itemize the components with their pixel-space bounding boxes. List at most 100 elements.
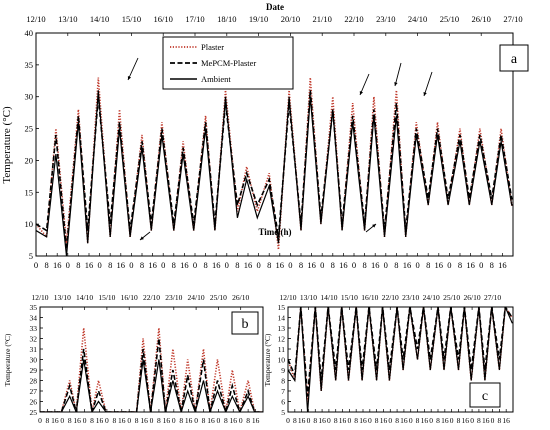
hour-tick-label: 0 [320, 260, 324, 270]
date-label: 22/10 [143, 293, 160, 302]
date-label: 12/10 [279, 293, 296, 302]
hour-tick-label: 16 [502, 416, 510, 425]
annotation-arrow [423, 71, 433, 97]
date-label: 13/10 [300, 293, 317, 302]
hour-tick-label: 16 [85, 260, 94, 270]
series-line-ambient [36, 90, 513, 256]
legend-entry: Ambient [201, 74, 231, 84]
hour-tick-label: 0 [172, 416, 176, 425]
panel-label: a [511, 52, 518, 67]
date-label: 16/10 [361, 293, 378, 302]
panel-label: c [482, 389, 488, 404]
y-tick-label: 40 [25, 28, 34, 38]
hour-tick-label: 8 [416, 416, 420, 425]
hour-tick-label: 16 [252, 416, 260, 425]
hour-tick-label: 0 [415, 260, 419, 270]
legend: Plaster MePCM-Plaster Ambient [162, 36, 294, 90]
date-label: 23/10 [376, 14, 395, 24]
series-line-ambient [288, 307, 513, 412]
hour-tick-label: 16 [148, 260, 157, 270]
y-tick-label: 5 [29, 251, 33, 261]
panel-label: b [242, 317, 249, 332]
y-tick-label: 7 [281, 387, 285, 396]
hour-tick-label: 0 [368, 416, 372, 425]
legend-entry: MePCM-Plaster [201, 58, 256, 68]
y-axis-label: Temperature (°C) [1, 106, 13, 184]
x-axis-label: Time (h) [258, 227, 291, 237]
date-label: 23/10 [165, 293, 182, 302]
annotation-arrowhead [423, 92, 427, 96]
hour-tick-label: 0 [256, 260, 260, 270]
date-label: 18/10 [217, 14, 236, 24]
hour-tick-label: 8 [76, 260, 80, 270]
y-tick-label: 26 [30, 398, 38, 407]
y-tick-label: 5 [281, 408, 285, 417]
x-axis-label-top: Date [266, 2, 284, 12]
y-tick-label: 28 [30, 377, 38, 386]
date-label: 13/10 [58, 14, 77, 24]
y-tick-label: 33 [30, 324, 38, 333]
hour-tick-label: 8 [224, 416, 228, 425]
hour-tick-label: 8 [140, 260, 144, 270]
date-label: 12/10 [31, 293, 48, 302]
annotation-arrow [394, 62, 402, 87]
hour-tick-label: 0 [286, 416, 290, 425]
legend-box [162, 36, 294, 90]
hour-tick-label: 0 [97, 260, 101, 270]
annotation-arrowhead [394, 82, 398, 86]
hour-tick-label: 0 [429, 416, 433, 425]
y-tick-label: 13 [278, 324, 286, 333]
legend-entry: Plaster [201, 42, 224, 52]
date-label: 14/10 [90, 14, 109, 24]
panel-label-box [469, 382, 501, 408]
hour-tick-label: 8 [375, 416, 379, 425]
hour-tick-label: 16 [244, 260, 253, 270]
annotation-arrow [127, 57, 139, 81]
y-tick-label: 25 [25, 124, 34, 134]
hour-tick-label: 16 [185, 416, 193, 425]
date-label: 22/10 [382, 293, 399, 302]
hour-tick-label: 16 [51, 416, 59, 425]
hour-tick-label: 16 [307, 260, 316, 270]
date-label: 14/10 [320, 293, 337, 302]
hour-tick-label: 16 [117, 260, 126, 270]
hour-tick-label: 0 [347, 416, 351, 425]
hour-tick-label: 0 [388, 416, 392, 425]
date-label: 27/10 [484, 293, 501, 302]
y-tick-label: 14 [278, 314, 286, 323]
date-label: 19/10 [249, 14, 268, 24]
hour-tick-label: 0 [129, 260, 133, 270]
hour-tick-label: 16 [339, 260, 348, 270]
hour-tick-label: 8 [362, 260, 366, 270]
y-tick-label: 6 [281, 398, 285, 407]
date-label: 26/10 [232, 293, 249, 302]
hour-tick-label: 16 [441, 416, 449, 425]
hour-tick-label: 8 [395, 416, 399, 425]
hour-tick-label: 16 [298, 416, 306, 425]
hour-tick-label: 16 [73, 416, 81, 425]
hour-tick-label: 8 [108, 260, 112, 270]
hour-tick-label: 8 [135, 416, 139, 425]
hour-tick-label: 8 [172, 260, 176, 270]
date-label: 13/10 [54, 293, 71, 302]
hour-tick-label: 16 [276, 260, 285, 270]
hour-tick-label: 8 [112, 416, 116, 425]
date-label: 16/10 [154, 14, 173, 24]
hour-tick-label: 0 [60, 416, 64, 425]
hour-tick-label: 0 [307, 416, 311, 425]
date-label: 21/10 [313, 14, 332, 24]
hour-tick-label: 8 [497, 416, 501, 425]
y-axis-label: Temperature (°C) [3, 333, 12, 386]
hour-tick-label: 0 [217, 416, 221, 425]
hour-tick-label: 0 [38, 416, 42, 425]
hour-tick-label: 0 [239, 416, 243, 425]
hour-tick-label: 8 [157, 416, 161, 425]
panel-label-box [231, 311, 259, 335]
hour-tick-label: 0 [150, 416, 154, 425]
series-line-ambient [40, 359, 263, 412]
hour-tick-label: 8 [477, 416, 481, 425]
hour-tick-label: 8 [246, 416, 250, 425]
